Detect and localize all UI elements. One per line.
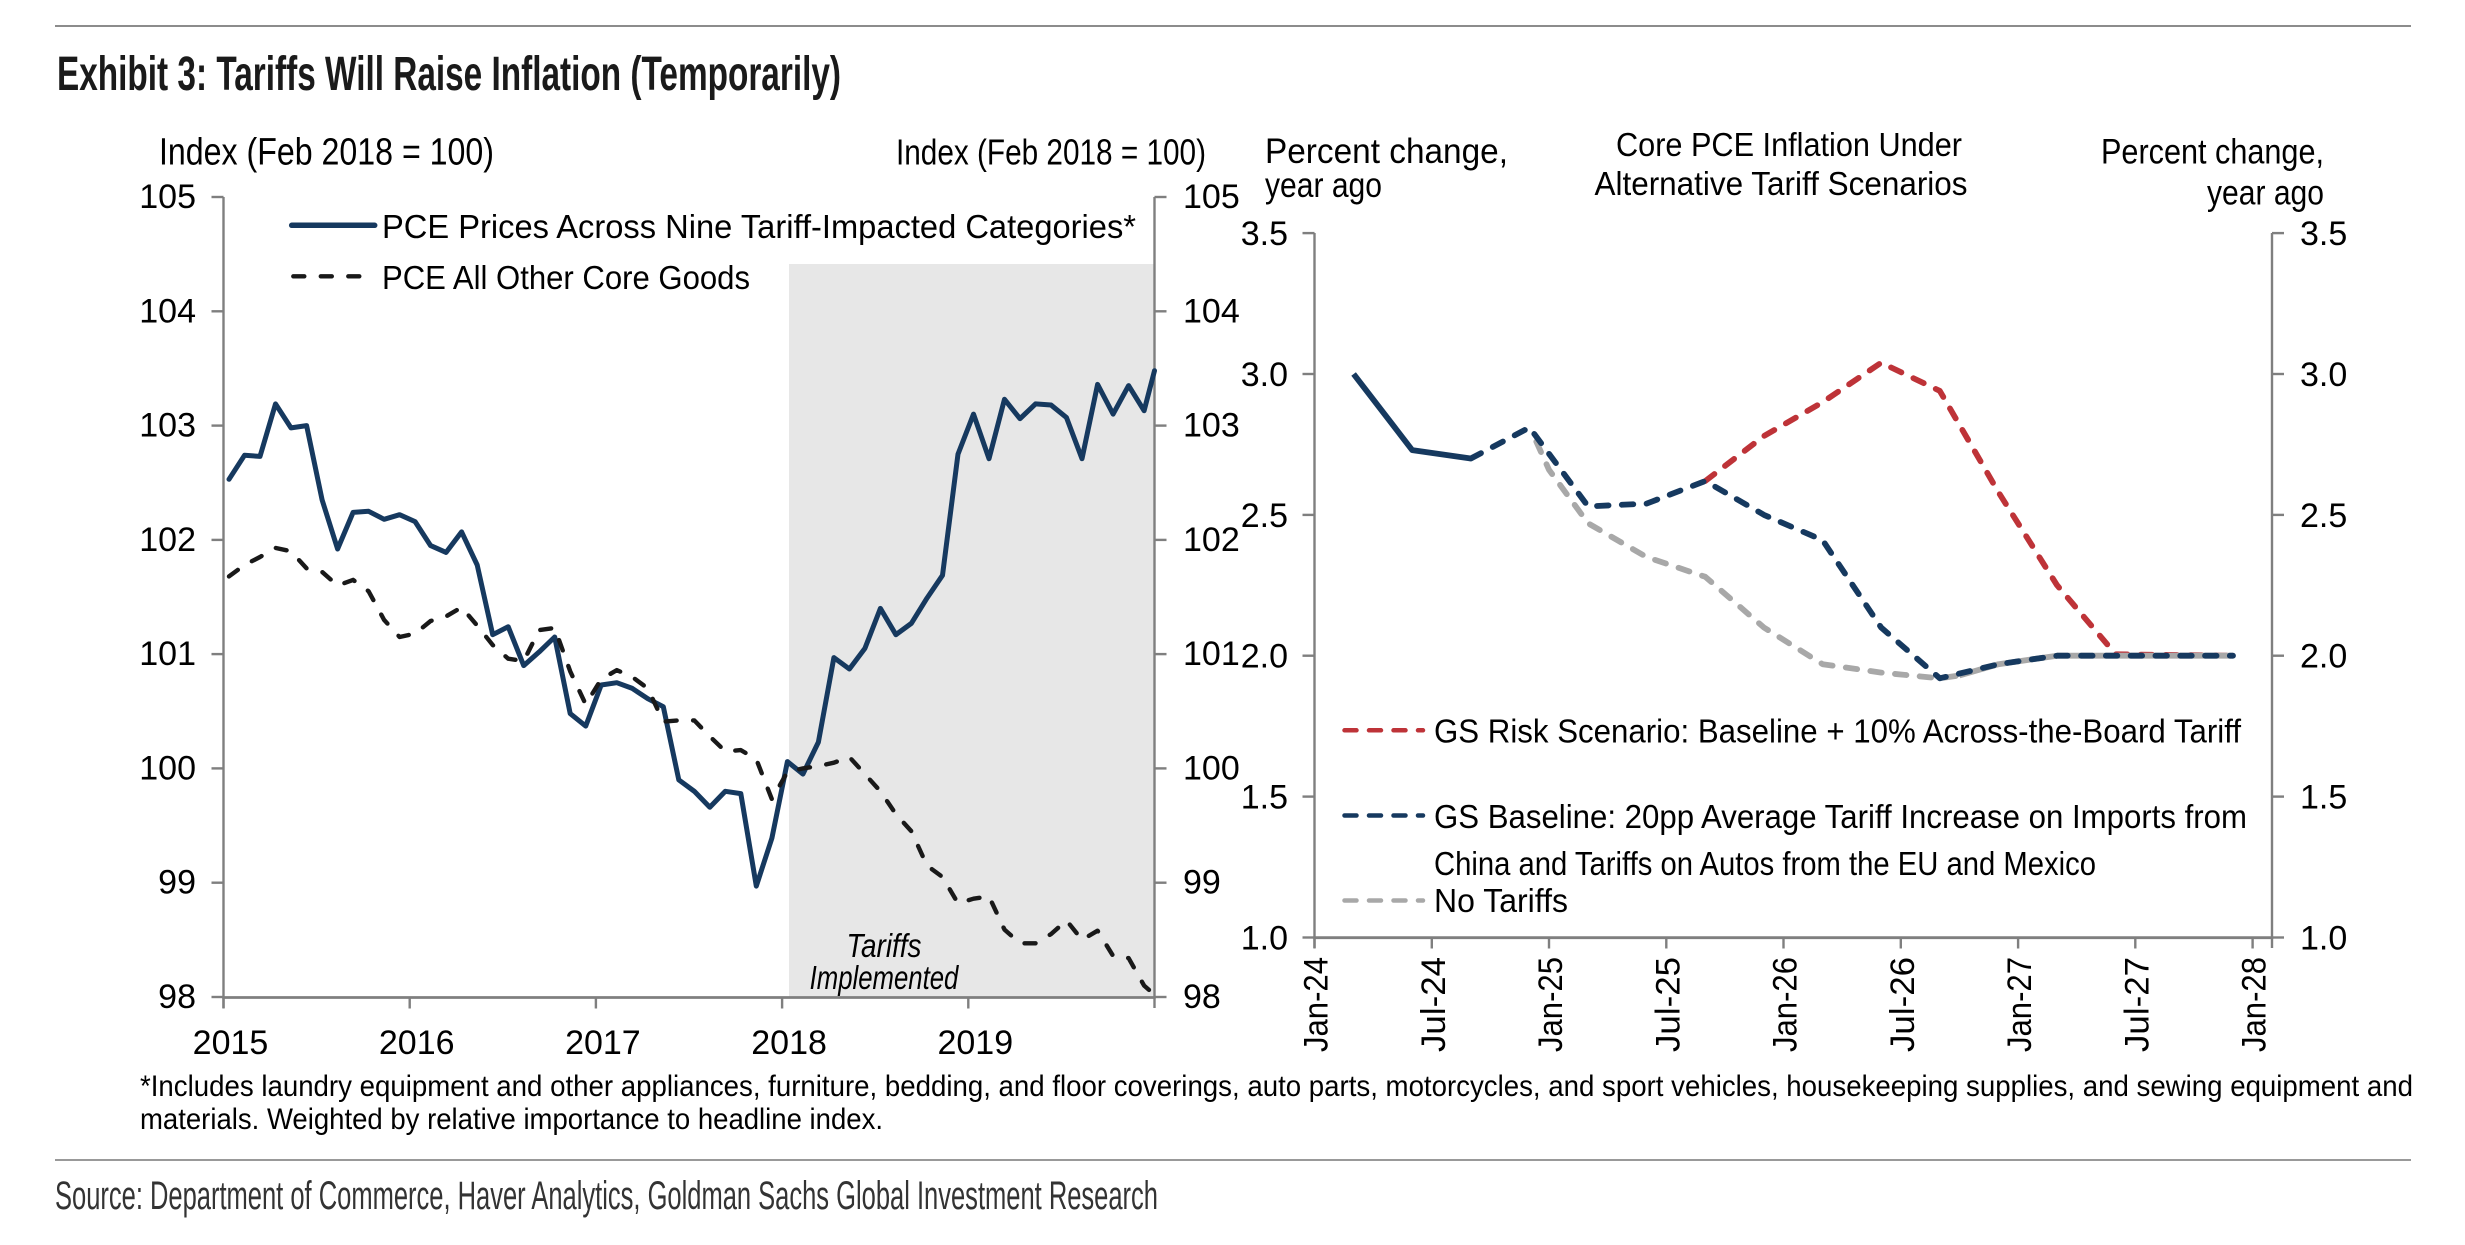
svg-text:103: 103 [139,407,196,445]
svg-text:materials. Weighted by relativ: materials. Weighted by relative importan… [140,1103,883,1136]
svg-text:Exhibit 3: Tariffs Will Raise: Exhibit 3: Tariffs Will Raise Inflation … [57,48,841,101]
svg-text:PCE Prices Across Nine Tariff-: PCE Prices Across Nine Tariff-Impacted C… [382,208,1136,245]
svg-text:100: 100 [1183,749,1240,787]
svg-text:*Includes laundry equipment an: *Includes laundry equipment and other ap… [140,1070,2413,1103]
svg-text:2016: 2016 [379,1024,455,1062]
svg-text:Jan-26: Jan-26 [1767,957,1805,1052]
svg-text:2015: 2015 [193,1024,269,1062]
svg-text:Index (Feb 2018 = 100): Index (Feb 2018 = 100) [896,132,1206,173]
svg-text:101: 101 [139,635,196,673]
svg-text:3.5: 3.5 [1241,215,1288,253]
svg-text:98: 98 [1183,978,1221,1016]
svg-text:China and Tariffs on Autos fro: China and Tariffs on Autos from the EU a… [1434,845,2096,882]
svg-text:2017: 2017 [565,1024,641,1062]
svg-text:102: 102 [1183,521,1240,559]
svg-text:1.5: 1.5 [2300,779,2347,817]
svg-text:Jan-27: Jan-27 [2001,957,2039,1052]
svg-text:Jan-28: Jan-28 [2236,957,2274,1052]
svg-text:104: 104 [1183,292,1240,330]
svg-text:100: 100 [139,749,196,787]
svg-text:Percent change,: Percent change, [2101,132,2324,171]
svg-text:GS Risk Scenario: Baseline + 1: GS Risk Scenario: Baseline + 10% Across-… [1434,713,2242,750]
svg-text:Jul-26: Jul-26 [1884,957,1922,1052]
svg-text:2018: 2018 [751,1024,827,1062]
svg-text:GS Baseline: 20pp Average Tari: GS Baseline: 20pp Average Tariff Increas… [1434,798,2247,835]
svg-text:3.0: 3.0 [2300,356,2347,394]
svg-text:2.0: 2.0 [2300,638,2347,676]
svg-text:98: 98 [158,978,196,1016]
svg-text:No Tariffs: No Tariffs [1434,882,1568,919]
svg-text:2.5: 2.5 [1241,497,1288,535]
svg-text:99: 99 [1183,864,1221,902]
svg-text:Jan-24: Jan-24 [1298,957,1336,1052]
svg-text:2019: 2019 [937,1024,1013,1062]
svg-text:year ago: year ago [2207,173,2324,212]
svg-text:99: 99 [158,864,196,902]
svg-text:Index (Feb 2018 = 100): Index (Feb 2018 = 100) [159,132,494,174]
svg-text:1.5: 1.5 [1241,779,1288,817]
svg-text:1.0: 1.0 [1241,920,1288,958]
svg-text:Tariffs: Tariffs [847,927,922,964]
svg-text:105: 105 [139,178,196,216]
svg-text:2.5: 2.5 [2300,497,2347,535]
svg-text:Source: Department of Commerce: Source: Department of Commerce, Haver An… [55,1174,1158,1218]
svg-text:Jul-25: Jul-25 [1649,957,1687,1052]
svg-text:3.0: 3.0 [1241,356,1288,394]
svg-text:2.0: 2.0 [1241,638,1288,676]
svg-text:102: 102 [139,521,196,559]
svg-text:3.5: 3.5 [2300,215,2347,253]
svg-text:Alternative Tariff Scenarios: Alternative Tariff Scenarios [1595,165,1968,202]
svg-text:Core PCE Inflation Under: Core PCE Inflation Under [1616,126,1962,163]
svg-text:Jan-25: Jan-25 [1532,957,1570,1052]
svg-text:PCE All Other Core Goods: PCE All Other Core Goods [382,259,750,296]
svg-text:104: 104 [139,292,196,330]
svg-text:Implemented: Implemented [810,960,960,997]
svg-text:year ago: year ago [1265,166,1382,205]
svg-text:Percent change,: Percent change, [1265,132,1508,171]
svg-text:1.0: 1.0 [2300,920,2347,958]
svg-text:Jul-24: Jul-24 [1415,957,1453,1052]
svg-text:105: 105 [1183,178,1240,216]
svg-text:103: 103 [1183,407,1240,445]
svg-text:Jul-27: Jul-27 [2118,957,2156,1052]
svg-text:101: 101 [1183,635,1240,673]
